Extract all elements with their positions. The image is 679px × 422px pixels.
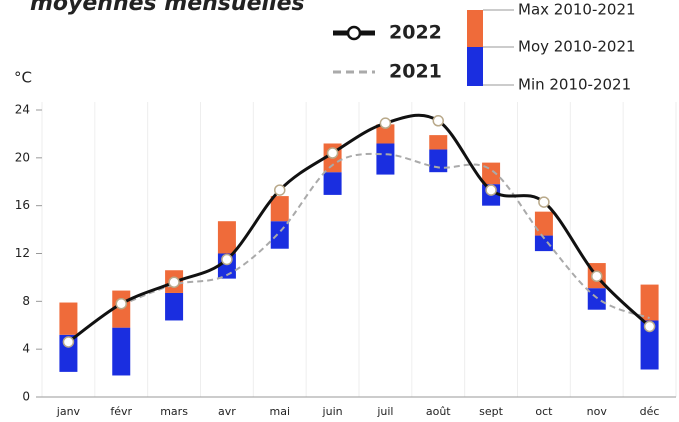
range-low [165,292,184,321]
y-tick-label: 8 [22,294,30,308]
y-tick-label: 12 [15,246,30,260]
point [591,270,603,282]
range-low [534,235,553,252]
x-tick-label: juin [322,405,343,418]
point [432,115,444,127]
x-tick-label: sept [479,405,503,418]
range-low [270,221,289,249]
legend-label: 2021 [389,61,442,83]
legend-swatch-high [467,10,483,47]
range-low [112,327,131,376]
point [538,196,550,208]
range-high [640,284,659,321]
x-tick-label: oct [535,405,553,418]
x-tick-label: janv [56,405,81,418]
x-tick-label: déc [640,405,660,418]
legend-label: Min 2010-2021 [518,76,631,94]
legend-label: 2022 [389,22,442,44]
x-tick-label: mars [160,405,188,418]
range-high [59,302,78,335]
point [168,276,180,288]
line-2021 [120,152,650,320]
point [326,147,339,159]
point [221,253,233,266]
range-high [376,124,395,144]
x-tick-label: mai [269,405,290,418]
x-tick-label: août [426,405,451,418]
point [379,117,392,129]
x-tick-label: nov [587,405,608,418]
point [115,297,127,310]
legend-label: Max 2010-2021 [518,1,636,19]
chart-title: moyennes mensuelles [30,0,305,16]
y-tick-label: 20 [15,150,30,164]
range-high [217,221,236,254]
y-tick-label: 16 [15,198,30,212]
y-tick-label: 24 [15,103,30,117]
point [62,336,75,348]
x-tick-label: juil [376,405,393,418]
range-low [376,143,395,175]
point [485,184,497,196]
x-tick-label: févr [110,405,132,418]
range-high [429,135,448,150]
range-high [534,211,553,236]
y-tick-label: 4 [22,342,30,356]
range-low [429,149,448,173]
point [274,184,286,196]
legend-label: Moy 2010-2021 [518,38,636,56]
y-tick-label: 0 [22,390,30,404]
y-unit: °C [14,69,32,87]
legend-swatch-low [467,47,483,86]
range-low [323,172,342,195]
legend-marker [346,25,362,41]
range-low [640,320,659,370]
x-tick-label: avr [218,405,236,418]
point [643,320,656,333]
range-high [270,196,289,222]
